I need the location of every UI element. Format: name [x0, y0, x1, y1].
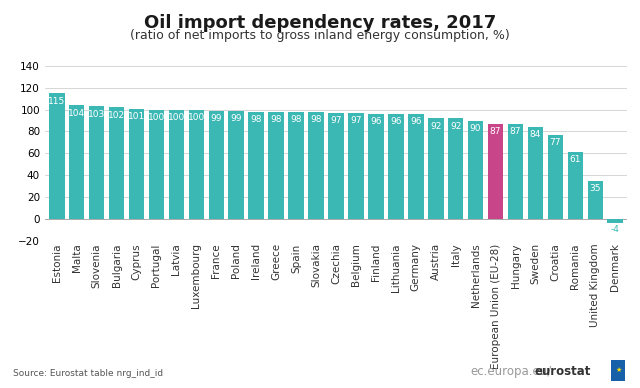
Text: 103: 103 [88, 110, 106, 119]
Text: Source: Eurostat table nrg_ind_id: Source: Eurostat table nrg_ind_id [13, 369, 163, 378]
Text: 87: 87 [490, 127, 501, 136]
Bar [468, 121, 483, 219]
Text: 115: 115 [48, 97, 65, 106]
Bar [189, 110, 204, 219]
Text: 35: 35 [589, 184, 601, 193]
Bar [527, 127, 543, 219]
Bar [588, 180, 603, 219]
Text: 98: 98 [250, 115, 262, 124]
Text: 90: 90 [470, 124, 481, 133]
Bar [607, 219, 623, 223]
Bar [209, 111, 224, 219]
Text: 100: 100 [148, 113, 165, 122]
Text: eurostat: eurostat [534, 365, 591, 378]
Bar [488, 124, 503, 219]
Bar [289, 112, 304, 219]
Bar [69, 105, 84, 219]
Text: -4: -4 [611, 225, 620, 234]
Bar [388, 114, 404, 219]
Text: (ratio of net imports to gross inland energy consumption, %): (ratio of net imports to gross inland en… [130, 29, 510, 42]
Text: 102: 102 [108, 111, 125, 120]
Text: 98: 98 [271, 115, 282, 124]
Text: 61: 61 [570, 156, 581, 165]
Bar [508, 124, 524, 219]
Bar [548, 135, 563, 219]
Bar [428, 118, 444, 219]
Bar [228, 111, 244, 219]
Bar [408, 114, 424, 219]
Bar [308, 112, 324, 219]
Text: 104: 104 [68, 109, 85, 118]
Bar [89, 106, 104, 219]
Text: 99: 99 [211, 114, 222, 123]
Text: ★: ★ [615, 367, 621, 373]
Bar [129, 109, 145, 219]
Text: 96: 96 [410, 117, 422, 126]
Text: 96: 96 [390, 117, 401, 126]
Text: 98: 98 [310, 115, 322, 124]
Bar [148, 110, 164, 219]
Bar [368, 114, 383, 219]
Bar [109, 107, 124, 219]
Bar [348, 113, 364, 219]
Text: 101: 101 [128, 112, 145, 121]
Text: 100: 100 [188, 113, 205, 122]
Bar [268, 112, 284, 219]
Text: 92: 92 [450, 121, 461, 131]
Text: 97: 97 [350, 116, 362, 125]
Bar [448, 118, 463, 219]
Bar [49, 93, 65, 219]
Bar [169, 110, 184, 219]
Text: 98: 98 [291, 115, 302, 124]
Text: 77: 77 [550, 138, 561, 147]
Bar [568, 152, 583, 219]
Text: 96: 96 [370, 117, 381, 126]
Bar [328, 113, 344, 219]
Text: Oil import dependency rates, 2017: Oil import dependency rates, 2017 [144, 14, 496, 31]
Text: 87: 87 [509, 127, 521, 136]
Text: ec.europa.eu/: ec.europa.eu/ [470, 365, 552, 378]
Text: 100: 100 [168, 113, 185, 122]
Text: 99: 99 [230, 114, 242, 123]
Text: 97: 97 [330, 116, 342, 125]
Text: 92: 92 [430, 121, 442, 131]
Bar [248, 112, 264, 219]
Text: 84: 84 [530, 130, 541, 139]
